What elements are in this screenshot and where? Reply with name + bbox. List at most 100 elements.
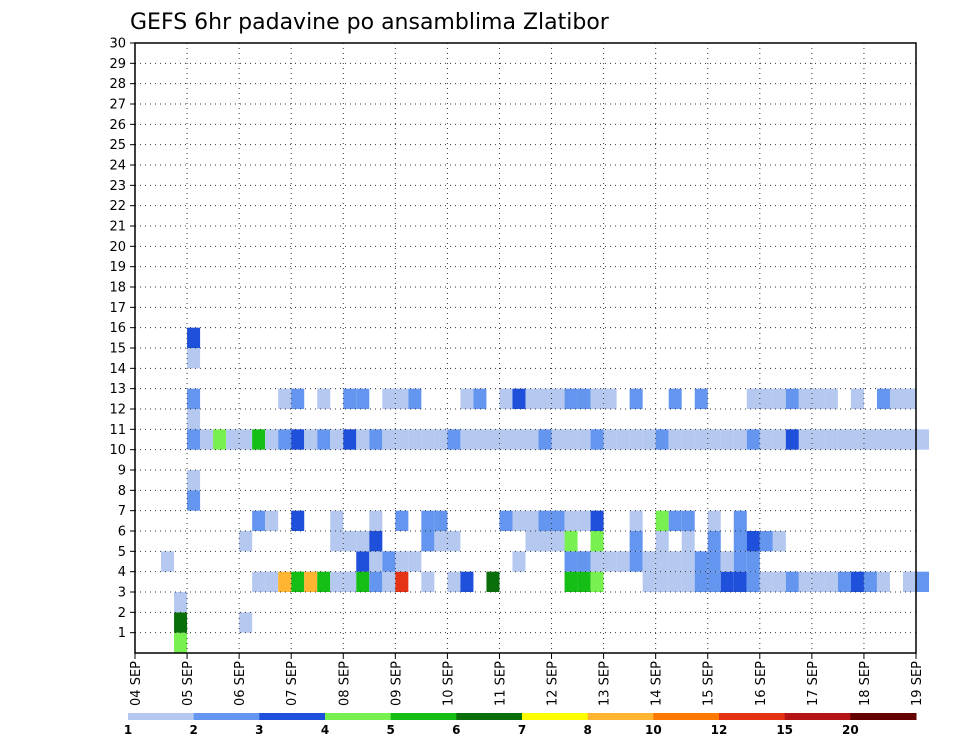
heatmap-cell	[187, 388, 201, 409]
heatmap-cell	[811, 388, 825, 409]
y-axis-ticks: 1234567891011121314151617181920212223242…	[109, 37, 135, 641]
heatmap-cell	[759, 388, 773, 409]
heatmap-cell	[304, 571, 318, 592]
heatmap-cell	[681, 551, 695, 572]
x-tick-label: 16 SEP	[754, 661, 769, 706]
grid-lines	[135, 43, 916, 653]
heatmap-cell	[798, 571, 812, 592]
x-tick-label: 19 SEP	[910, 661, 925, 706]
heatmap-cells	[161, 327, 930, 653]
legend-label: 7	[518, 723, 526, 737]
legend-swatch	[653, 713, 720, 720]
heatmap-cell	[265, 429, 279, 450]
heatmap-cell	[512, 388, 526, 409]
x-tick-label: 18 SEP	[858, 661, 873, 706]
heatmap-cell	[629, 388, 643, 409]
legend-swatch	[784, 713, 851, 720]
heatmap-cell	[395, 571, 409, 592]
heatmap-cell	[733, 429, 747, 450]
heatmap-cell	[564, 531, 578, 552]
legend-swatch	[522, 713, 589, 720]
heatmap-cell	[421, 429, 435, 450]
x-tick-label: 10 SEP	[441, 661, 456, 706]
y-tick-label: 11	[109, 423, 126, 438]
legend-swatch	[719, 713, 786, 720]
heatmap-cell	[408, 388, 422, 409]
heatmap-cell	[447, 429, 461, 450]
heatmap-cell	[356, 388, 370, 409]
heatmap-cell	[733, 571, 747, 592]
x-tick-label: 11 SEP	[493, 661, 508, 706]
heatmap-cell	[291, 429, 305, 450]
heatmap-cell	[278, 571, 292, 592]
legend-label: 4	[321, 723, 329, 737]
heatmap-cell	[317, 429, 331, 450]
legend-label: 2	[189, 723, 197, 737]
heatmap-cell	[421, 510, 435, 531]
heatmap-cell	[356, 551, 370, 572]
heatmap-cell	[551, 510, 565, 531]
heatmap-cell	[291, 388, 305, 409]
y-tick-label: 1	[118, 626, 126, 641]
heatmap-cell	[226, 429, 240, 450]
heatmap-cell	[902, 429, 916, 450]
heatmap-cell	[824, 429, 838, 450]
heatmap-cell	[863, 429, 877, 450]
heatmap-cell	[720, 571, 734, 592]
heatmap-cell	[434, 510, 448, 531]
y-tick-label: 23	[109, 179, 126, 194]
heatmap-cell	[798, 429, 812, 450]
heatmap-cell	[499, 429, 513, 450]
heatmap-cell	[668, 551, 682, 572]
heatmap-cell	[239, 531, 253, 552]
heatmap-cell	[668, 388, 682, 409]
heatmap-cell	[382, 571, 396, 592]
heatmap-cell	[564, 571, 578, 592]
y-tick-label: 13	[109, 382, 126, 397]
heatmap-cell	[525, 388, 539, 409]
legend-swatch	[456, 713, 523, 720]
x-tick-label: 13 SEP	[598, 661, 613, 706]
heatmap-cell	[655, 429, 669, 450]
heatmap-cell	[681, 571, 695, 592]
heatmap-cell	[499, 510, 513, 531]
legend-swatch	[193, 713, 260, 720]
y-tick-label: 25	[109, 138, 126, 153]
heatmap-cell	[252, 510, 266, 531]
y-tick-label: 5	[118, 545, 126, 560]
heatmap-cell	[603, 429, 617, 450]
heatmap-cell	[252, 571, 266, 592]
legend-label: 8	[583, 723, 591, 737]
heatmap-cell	[785, 571, 799, 592]
heatmap-cell	[694, 388, 708, 409]
heatmap-cell	[707, 429, 721, 450]
heatmap-cell	[564, 429, 578, 450]
heatmap-cell	[525, 531, 539, 552]
heatmap-cell	[434, 429, 448, 450]
heatmap-cell	[811, 429, 825, 450]
heatmap-cell	[668, 429, 682, 450]
x-tick-label: 05 SEP	[181, 661, 196, 706]
heatmap-cell	[447, 571, 461, 592]
heatmap-cell	[629, 551, 643, 572]
heatmap-cell	[382, 429, 396, 450]
heatmap-cell	[239, 612, 253, 633]
heatmap-cell	[694, 551, 708, 572]
heatmap-cell	[239, 429, 253, 450]
legend-label: 20	[842, 723, 859, 737]
heatmap-cell	[824, 571, 838, 592]
heatmap-cell	[590, 429, 604, 450]
heatmap-cell	[694, 571, 708, 592]
y-tick-label: 19	[109, 260, 126, 275]
heatmap-cell	[590, 571, 604, 592]
heatmap-cell	[772, 388, 786, 409]
heatmap-cell	[850, 571, 864, 592]
heatmap-cell	[369, 551, 383, 572]
legend-swatch	[587, 713, 654, 720]
heatmap-cell	[746, 551, 760, 572]
y-tick-label: 18	[109, 281, 126, 296]
heatmap-cell	[343, 571, 357, 592]
heatmap-cell	[603, 551, 617, 572]
heatmap-cell	[447, 531, 461, 552]
